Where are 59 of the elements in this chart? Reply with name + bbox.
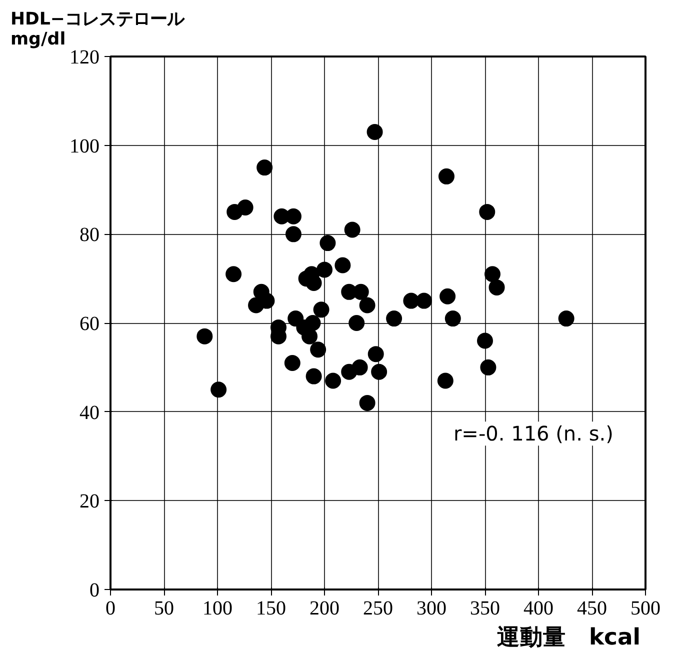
point	[256, 160, 273, 176]
point	[325, 372, 342, 389]
point	[558, 310, 574, 327]
y-tick-label: 60	[80, 313, 100, 335]
point	[403, 292, 420, 309]
point	[386, 310, 402, 327]
annotation: r=-0. 116 (n. s.)	[453, 422, 614, 446]
point	[320, 235, 336, 252]
point	[210, 382, 227, 398]
point	[313, 302, 330, 318]
y-tick-label: 0	[90, 580, 100, 602]
x-tick-label: 200	[310, 598, 340, 620]
point	[284, 354, 300, 371]
point	[306, 275, 322, 292]
point	[196, 328, 213, 344]
point	[237, 200, 254, 216]
point	[310, 342, 326, 358]
point	[437, 372, 454, 389]
x-axis-title: 運動量 kcal	[496, 624, 641, 650]
point	[480, 359, 496, 376]
point	[438, 168, 454, 184]
point	[226, 266, 242, 282]
y-tick-label: 20	[80, 490, 100, 513]
point	[479, 204, 496, 220]
point	[248, 297, 264, 314]
x-tick-label: 0	[106, 598, 116, 620]
y-tick-label: 80	[80, 224, 100, 246]
x-tick-label: 450	[577, 598, 607, 620]
y-tick-label: 40	[80, 402, 100, 424]
x-tick-label: 250	[363, 598, 393, 620]
point	[371, 364, 388, 380]
x-tick-label: 100	[202, 598, 232, 620]
x-tick-label: 500	[630, 598, 660, 620]
x-tick-label: 350	[470, 598, 500, 620]
point	[484, 266, 500, 282]
point	[334, 257, 351, 274]
point	[304, 315, 321, 331]
point	[366, 124, 383, 140]
point	[488, 279, 505, 296]
point	[440, 288, 456, 304]
point	[341, 364, 358, 380]
x-tick-label: 150	[256, 598, 286, 620]
x-tick-label: 400	[524, 598, 554, 620]
y-tick-label: 100	[70, 135, 100, 158]
point	[344, 222, 360, 238]
point	[359, 394, 376, 411]
point	[306, 368, 322, 384]
point	[477, 332, 493, 349]
y-axis-title: HDL−コレステロール mg/dl	[10, 10, 185, 50]
point	[348, 315, 365, 331]
point	[416, 292, 432, 309]
point	[285, 226, 302, 242]
point	[359, 297, 376, 314]
point	[316, 262, 332, 278]
y-tick-label: 120	[70, 46, 100, 68]
x-tick-label: 300	[416, 598, 446, 620]
x-tick-label: 50	[154, 598, 174, 620]
point	[444, 310, 461, 327]
point	[368, 346, 384, 362]
